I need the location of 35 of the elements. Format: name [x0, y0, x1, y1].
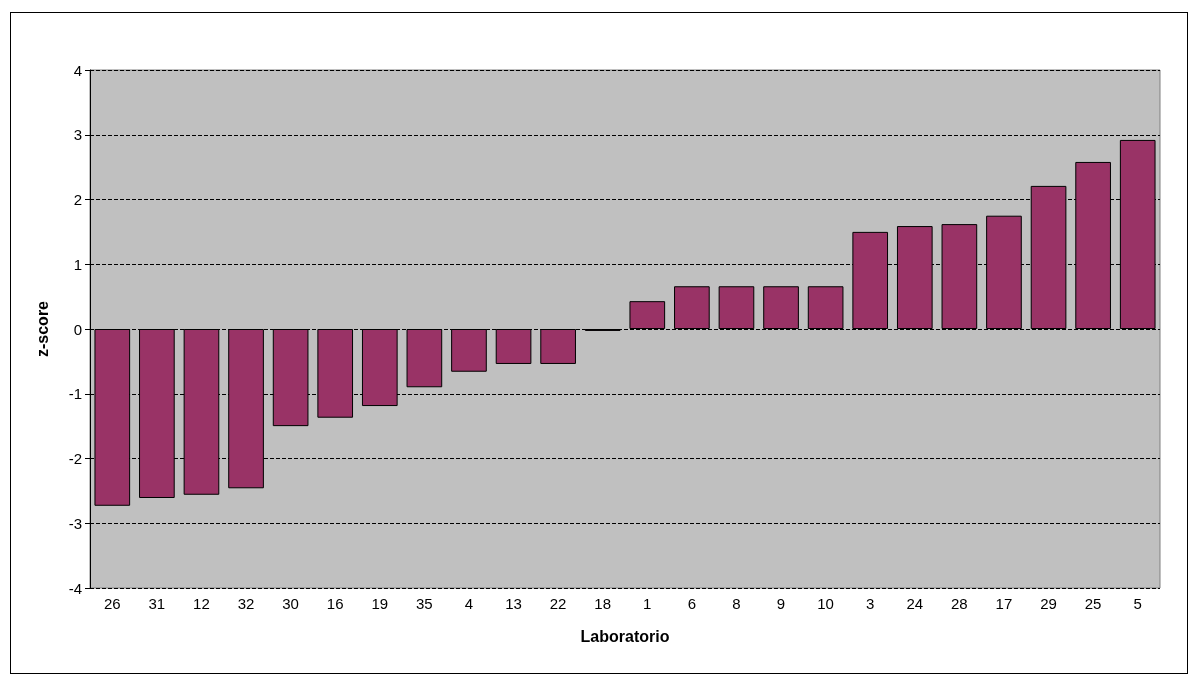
x-tick-label: 1: [643, 595, 652, 612]
x-tick-label: 10: [817, 595, 834, 612]
x-tick-label: 24: [906, 595, 924, 612]
x-tick-label: 8: [732, 595, 741, 612]
x-tick-label: 29: [1040, 595, 1057, 612]
y-axis-title: z-score: [33, 300, 51, 358]
x-tick-label: 18: [594, 595, 612, 612]
x-tick-label: 16: [326, 595, 344, 612]
y-tick-label: 3: [73, 126, 82, 144]
y-tick-label: 2: [73, 191, 82, 208]
y-tick-label: 4: [73, 61, 82, 79]
x-tick-label: 31: [148, 595, 166, 612]
y-tick-label: -3: [68, 514, 82, 532]
x-tick-label: 5: [1133, 595, 1142, 612]
y-tick-label: -4: [68, 579, 82, 597]
x-tick-label: 32: [237, 595, 255, 612]
x-tick-label: 28: [951, 595, 968, 612]
x-tick-label: 6: [687, 595, 697, 612]
x-axis-title: Laboratorio: [580, 627, 670, 645]
y-tick-label: -1: [68, 385, 82, 403]
x-tick-label: 12: [193, 595, 210, 612]
x-tick-label: 19: [371, 595, 389, 612]
x-tick-label: 4: [464, 595, 474, 612]
x-tick-label: 22: [549, 595, 567, 612]
x-tick-label: 26: [103, 595, 121, 612]
x-tick-label: 25: [1084, 595, 1102, 612]
y-tick-label: -2: [68, 450, 82, 467]
x-tick-label: 30: [282, 595, 299, 612]
x-tick-label: 13: [505, 595, 522, 612]
x-tick-label: 9: [776, 595, 786, 612]
x-tick-label: 35: [416, 595, 433, 612]
y-tick-label: 1: [73, 255, 82, 273]
x-tick-label: 17: [995, 595, 1013, 612]
y-tick-label: 0: [73, 320, 82, 338]
x-tick-label: 3: [866, 595, 875, 612]
